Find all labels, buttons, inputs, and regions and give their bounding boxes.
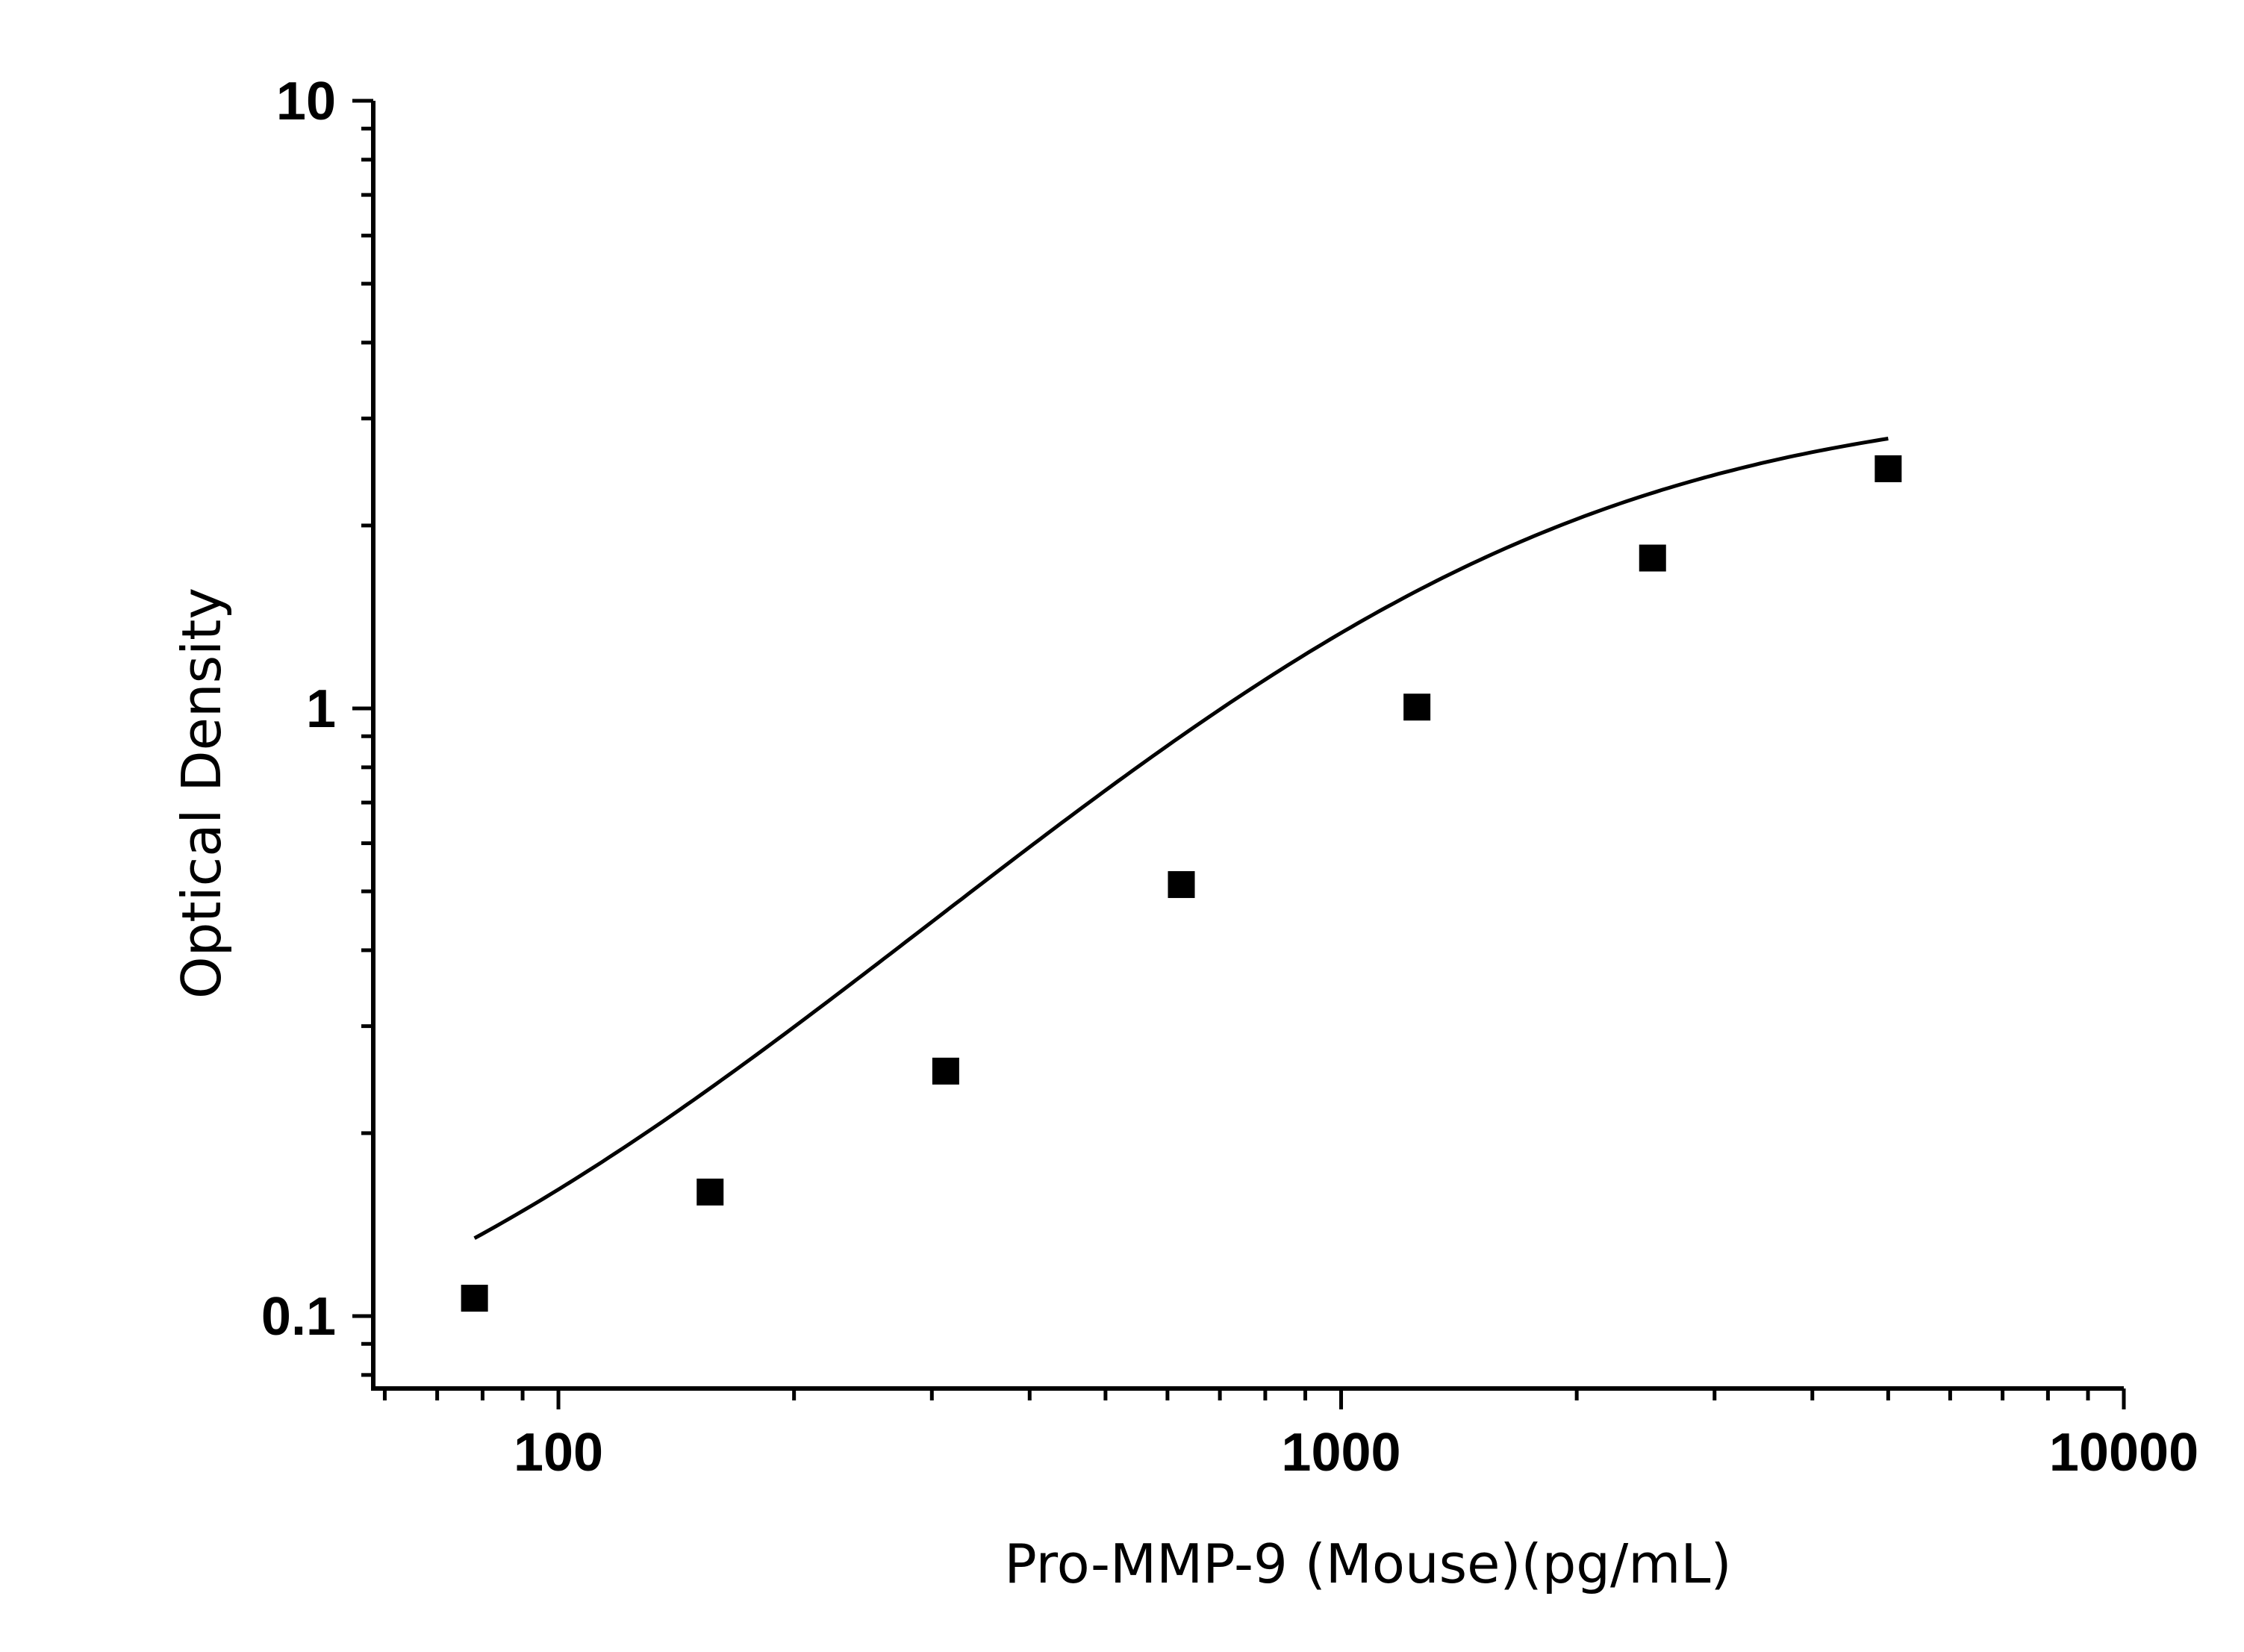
x-tick-label: 100	[514, 1423, 603, 1483]
axes: 100 1000 10000 0.1 1 10	[261, 72, 2198, 1483]
x-tick-label: 10000	[2049, 1423, 2198, 1483]
y-tick-label: 10	[276, 72, 336, 131]
y-axis-title: Optical Density	[170, 587, 233, 999]
data-point	[1874, 455, 1902, 482]
plot-area	[461, 437, 1902, 1312]
data-point	[696, 1178, 724, 1206]
data-point	[1403, 693, 1431, 721]
data-point	[1639, 544, 1666, 572]
data-point	[932, 1057, 959, 1085]
x-tick-label: 1000	[1281, 1423, 1400, 1483]
x-axis-title: Pro-MMP-9 (Mouse)(pg/mL)	[1004, 1533, 1731, 1595]
y-tick-label: 0.1	[261, 1287, 336, 1347]
data-point	[461, 1285, 488, 1312]
y-tick-label: 1	[306, 679, 336, 739]
data-point	[1168, 870, 1195, 898]
fit-curve	[473, 437, 1889, 1240]
